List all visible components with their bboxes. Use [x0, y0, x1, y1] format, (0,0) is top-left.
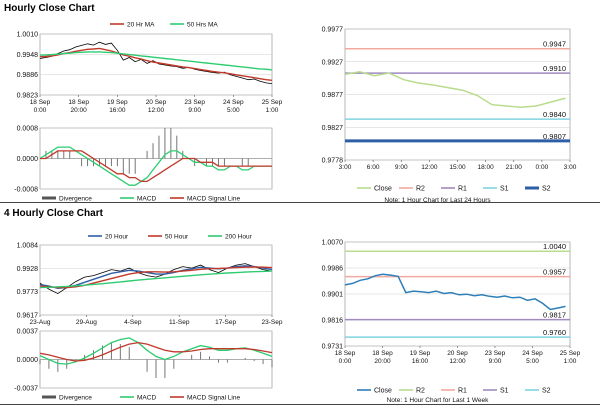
hourly-pivots-xtick-label: 18:00: [477, 164, 494, 171]
hourly-pivots-level-label-r2: 0.9947: [543, 40, 566, 49]
hourly-pivots-xtick-label: 21:00: [506, 164, 523, 171]
section-divider: [0, 202, 600, 203]
hourly-pivots-ytick-label: 0.9827: [322, 125, 344, 132]
hourly-macd-ytick-label: -0.0008: [14, 187, 38, 194]
4h-pivots-xtick-label: 24 Sep 5:00: [522, 350, 543, 365]
4h-price-xtick-label: 29-Aug: [76, 319, 97, 326]
hourly-macd-legend-label-2: MACD Signal Line: [187, 196, 240, 203]
4h-price-series-close: [39, 263, 273, 295]
4h-price-legend-2-label: 200 Hour: [225, 234, 253, 241]
4h-macd-ytick-label: 0.0000: [17, 357, 39, 364]
4h-macd-legend-label-0: Divergence: [59, 395, 92, 402]
4h-pivots-legend-label-close: Close: [374, 388, 392, 395]
hourly-price-xtick-label: 18 Sep 0:00: [30, 99, 51, 114]
hourly-price-xtick-label: 23 Sep 9:00: [184, 99, 205, 114]
hourly-price-series-50-hrs-ma: [39, 51, 273, 71]
hourly-pivots-close-line: [344, 71, 566, 109]
hourly-pivots-note: Note: 1 Hour Chart for Last 24 Hours: [384, 197, 491, 204]
4h-pivots-level-label-r1: 0.9957: [543, 268, 566, 277]
four-hourly-chart-title: 4 Hourly Close Chart: [4, 208, 103, 219]
4h-pivots-note: Note: 1 Hour Chart for Last 1 Week: [387, 397, 490, 404]
hourly-pivots-legend-label-s1: S1: [500, 186, 509, 193]
4h-pivots-ytick-label: 0.9901: [322, 292, 344, 299]
hourly-pivots-level-label-s2: 0.9807: [543, 132, 566, 141]
4h-price-frame: [39, 244, 273, 316]
4h-price-ytick-label: 0.9928: [17, 266, 39, 273]
hourly-price-xtick-label: 19 Sep 16:00: [107, 99, 128, 114]
hourly-price-series-20-hr-ma: [39, 47, 273, 81]
hourly-price-legend-0-label: 20 Hr MA: [127, 22, 155, 29]
4h-price-xtick-label: 4-Sep: [124, 319, 142, 326]
hourly-price-ytick-label: 0.9823: [17, 93, 39, 100]
4h-pivots-level-label-s2: 0.9760: [543, 328, 566, 337]
4h-price-legend-0-label: 20 Hour: [105, 234, 129, 241]
hourly-pivots-level-label-r1: 0.9910: [543, 64, 566, 73]
hourly-price-xtick-label: 18 Sep 20:00: [68, 99, 89, 114]
hourly-pivots-legend-label-r2: R2: [416, 186, 425, 193]
hourly-pivots-legend-label-close: Close: [374, 186, 392, 193]
hourly-price-frame: [39, 33, 273, 96]
4h-pivots-ytick-label: 1.0070: [322, 240, 344, 247]
4h-pivots-xtick-label: 20 Sep 12:00: [447, 350, 468, 365]
hourly-pivots-legend-label-r1: R1: [458, 186, 467, 193]
hourly-macd-ytick-label: 0.0000: [17, 156, 39, 163]
4h-pivots-xtick-label: 25 Sep 1:00: [560, 350, 581, 365]
4h-pivots-ytick-label: 0.9731: [322, 344, 344, 351]
4h-macd-ytick-label: -0.0037: [14, 386, 38, 393]
hourly-pivots-xtick-label: 3:00: [339, 164, 352, 171]
4h-pivots-xtick-label: 18 Sep 0:00: [335, 350, 356, 365]
hourly-pivots-xtick-label: 0:00: [536, 164, 549, 171]
hourly-price-xtick-label: 24 Sep 5:00: [223, 99, 244, 114]
hourly-price-ytick-label: 0.9948: [17, 52, 39, 59]
4h-pivots-xtick-label: 19 Sep 16:00: [410, 350, 431, 365]
4h-pivots-legend-label-s2: S2: [542, 388, 551, 395]
hourly-macd-legend-label-0: Divergence: [59, 196, 92, 203]
hourly-pivots-xtick-label: 15:00: [449, 164, 466, 171]
hourly-price-xtick-label: 20 Sep 12:00: [146, 99, 167, 114]
4h-macd-signal-line: [39, 341, 273, 362]
hourly-macd-signal-line: [40, 150, 272, 183]
section-divider-bottom: [0, 404, 600, 405]
hourly-price-ytick-label: 1.0010: [17, 32, 39, 39]
hourly-macd-ytick-label: 0.0008: [17, 126, 39, 133]
hourly-pivots-level-label-s1: 0.9840: [543, 110, 566, 119]
4h-macd-ytick-label: 0.0037: [17, 329, 39, 336]
4h-price-ytick-label: 0.9617: [17, 313, 39, 320]
hourly-pivots-ytick-label: 0.9778: [322, 158, 344, 165]
4h-price-legend-1-label: 50 Hour: [165, 234, 189, 241]
hourly-pivots-ytick-label: 0.9977: [322, 27, 344, 34]
hourly-pivots-ytick-label: 0.9927: [322, 59, 344, 66]
4h-price-xtick-label: 17-Sep: [215, 319, 236, 326]
hourly-macd-legend-label-1: MACD: [137, 196, 156, 203]
4h-pivots-xtick-label: 23 Sep 9:00: [485, 350, 506, 365]
4h-pivots-legend-label-s1: S1: [500, 388, 509, 395]
hourly-price-legend-1-label: 50 Hrs MA: [187, 22, 218, 29]
4h-pivots-legend-label-r1: R1: [458, 388, 467, 395]
4h-pivots-level-label-r2: 1.0040: [543, 242, 566, 251]
hourly-pivots-legend-label-s2: S2: [542, 186, 551, 193]
hourly-price-xtick-label: 25 Sep 1:00: [262, 99, 283, 114]
4h-price-xtick-label: 23-Aug: [30, 319, 51, 326]
hourly-pivots-xtick-label: 6:00: [367, 164, 380, 171]
hourly-pivots-ytick-label: 0.9877: [322, 92, 344, 99]
4h-price-series-200-hour: [39, 270, 273, 289]
hourly-pivots-xtick-label: 9:00: [395, 164, 408, 171]
4h-pivots-level-label-s1: 0.9817: [543, 311, 566, 320]
4h-price-xtick-label: 23-Sep: [262, 319, 283, 326]
4h-pivots-xtick-label: 18 Sep 20:00: [372, 350, 393, 365]
hourly-pivots-xtick-label: 3:00: [564, 164, 577, 171]
hourly-chart-title: Hourly Close Chart: [4, 3, 95, 14]
hourly-pivots-xtick-label: 12:00: [421, 164, 438, 171]
4h-price-ytick-label: 1.0084: [17, 243, 39, 250]
4h-macd-legend-label-2: MACD Signal Line: [187, 395, 240, 402]
4h-price-ytick-label: 0.9773: [17, 289, 39, 296]
4h-pivots-ytick-label: 0.9816: [322, 318, 344, 325]
4h-pivots-ytick-label: 0.9986: [322, 266, 344, 273]
4h-macd-legend-label-1: MACD: [137, 395, 156, 402]
4h-pivots-legend-label-r2: R2: [416, 388, 425, 395]
hourly-price-ytick-label: 0.9886: [17, 72, 39, 79]
4h-pivots-close-line: [344, 273, 566, 311]
4h-price-xtick-label: 11-Sep: [169, 319, 190, 326]
